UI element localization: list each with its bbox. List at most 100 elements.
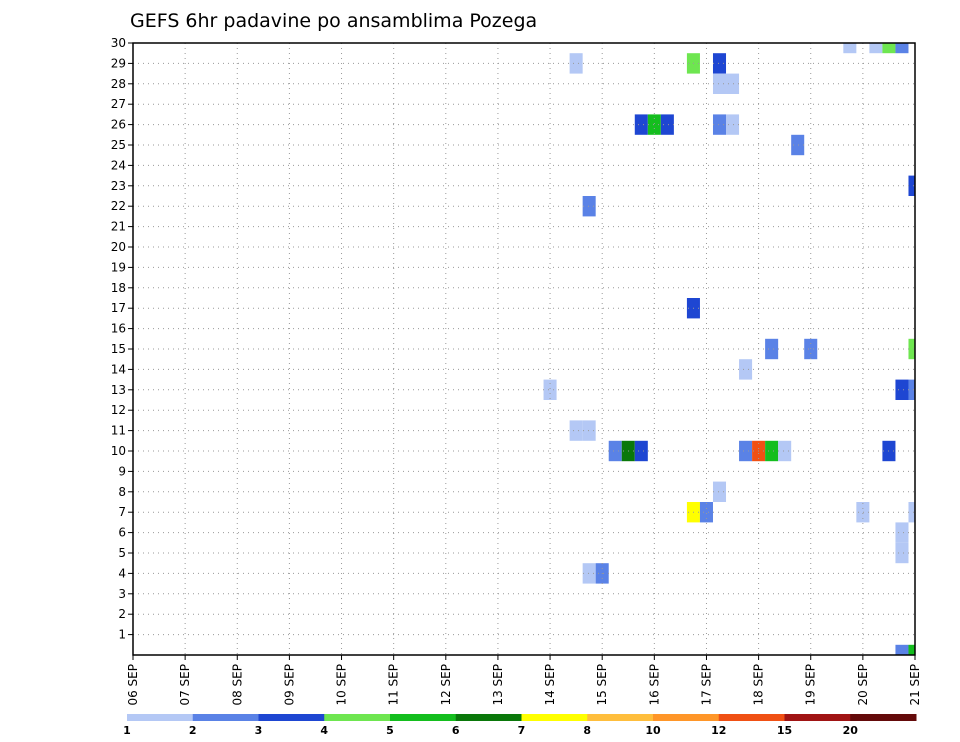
y-tick-label: 9 bbox=[118, 464, 126, 478]
data-cell bbox=[543, 379, 557, 400]
y-tick-label: 14 bbox=[111, 362, 126, 376]
data-cell bbox=[712, 53, 727, 74]
data-cell bbox=[739, 359, 753, 380]
colorbar-label: 7 bbox=[518, 724, 526, 737]
data-cell bbox=[856, 502, 870, 523]
colorbar-label: 15 bbox=[777, 724, 792, 737]
y-tick-label: 11 bbox=[111, 424, 126, 438]
y-tick-label: 19 bbox=[111, 260, 126, 274]
y-tick-label: 4 bbox=[118, 566, 126, 580]
data-cell bbox=[712, 73, 727, 94]
colorbar-label: 5 bbox=[386, 724, 394, 737]
data-cell bbox=[582, 420, 596, 441]
colorbar-label: 8 bbox=[583, 724, 591, 737]
data-cell bbox=[908, 644, 915, 655]
data-cell bbox=[647, 114, 661, 135]
colorbar-swatch bbox=[258, 714, 325, 721]
colorbar-label: 12 bbox=[711, 724, 726, 737]
y-tick-label: 26 bbox=[111, 118, 126, 132]
colorbar-label: 10 bbox=[645, 724, 661, 737]
y-tick-label: 23 bbox=[111, 179, 126, 193]
colorbar-swatch bbox=[455, 714, 522, 721]
data-cell bbox=[739, 440, 753, 462]
y-tick-label: 17 bbox=[111, 301, 126, 315]
colorbar-label: 20 bbox=[843, 724, 859, 737]
colorbar-swatch bbox=[521, 714, 588, 721]
x-tick-label: 07 SEP bbox=[178, 664, 192, 706]
data-cell bbox=[908, 175, 915, 196]
y-tick-label: 6 bbox=[118, 526, 126, 540]
y-tick-label: 13 bbox=[111, 383, 126, 397]
data-cell bbox=[582, 563, 596, 584]
y-tick-label: 21 bbox=[111, 220, 126, 234]
colorbar-label: 6 bbox=[452, 724, 460, 737]
x-tick-label: 06 SEP bbox=[126, 664, 140, 706]
colorbar-swatch bbox=[390, 714, 457, 721]
colorbar-swatch bbox=[587, 714, 654, 721]
colorbar-label: 4 bbox=[320, 724, 328, 737]
y-tick-label: 25 bbox=[111, 138, 126, 152]
colorbar-swatch bbox=[653, 714, 720, 721]
data-cell bbox=[634, 440, 648, 462]
x-tick-label: 12 SEP bbox=[439, 664, 453, 706]
data-cell bbox=[778, 440, 792, 462]
data-cell bbox=[569, 53, 583, 74]
data-cell bbox=[699, 502, 713, 523]
data-cell bbox=[791, 134, 805, 156]
colorbar: 1 2 3 4 5 6 7 8 10 12 15 20 bbox=[123, 714, 917, 737]
y-axis: 1234567891011121314151617181920212223242… bbox=[111, 36, 133, 642]
chart-title: GEFS 6hr padavine po ansamblima Pozega bbox=[130, 10, 537, 32]
y-tick-label: 3 bbox=[118, 587, 126, 601]
data-cell bbox=[895, 43, 909, 54]
data-cell bbox=[882, 43, 896, 54]
y-tick-label: 22 bbox=[111, 199, 126, 213]
data-cell bbox=[908, 338, 915, 360]
colorbar-swatch bbox=[324, 714, 391, 721]
x-tick-label: 15 SEP bbox=[595, 664, 609, 706]
x-tick-label: 18 SEP bbox=[752, 664, 766, 706]
colorbar-swatch bbox=[718, 714, 785, 721]
y-tick-label: 18 bbox=[111, 281, 126, 295]
x-tick-label: 13 SEP bbox=[491, 664, 505, 706]
y-tick-label: 2 bbox=[118, 607, 126, 621]
y-tick-label: 29 bbox=[111, 56, 126, 70]
y-tick-label: 5 bbox=[118, 546, 126, 560]
grid-lines bbox=[133, 43, 915, 655]
y-tick-label: 7 bbox=[118, 505, 126, 519]
data-cell bbox=[843, 43, 857, 54]
x-tick-label: 14 SEP bbox=[543, 664, 557, 706]
data-cell bbox=[582, 196, 596, 217]
y-tick-label: 1 bbox=[118, 628, 126, 642]
x-tick-label: 19 SEP bbox=[804, 664, 818, 706]
data-cell bbox=[895, 522, 909, 543]
y-tick-label: 28 bbox=[111, 77, 126, 91]
x-tick-label: 09 SEP bbox=[282, 664, 296, 706]
x-tick-label: 11 SEP bbox=[387, 664, 401, 706]
data-cell bbox=[765, 440, 779, 462]
y-tick-label: 30 bbox=[111, 36, 126, 50]
y-tick-label: 12 bbox=[111, 403, 126, 417]
data-cell bbox=[712, 481, 727, 502]
data-cell bbox=[908, 379, 915, 400]
data-cell bbox=[895, 379, 909, 400]
data-cell bbox=[726, 73, 740, 94]
data-cell bbox=[895, 644, 909, 655]
data-cell bbox=[765, 338, 779, 360]
data-cell bbox=[712, 114, 727, 135]
y-tick-label: 27 bbox=[111, 97, 126, 111]
data-cell bbox=[869, 43, 883, 54]
y-tick-label: 16 bbox=[111, 322, 126, 336]
colorbar-label: 1 bbox=[123, 724, 131, 737]
data-cell bbox=[569, 420, 583, 441]
x-tick-label: 21 SEP bbox=[908, 664, 922, 706]
colorbar-label: 3 bbox=[255, 724, 263, 737]
data-cell bbox=[726, 114, 740, 135]
x-tick-label: 16 SEP bbox=[647, 664, 661, 706]
colorbar-label: 2 bbox=[189, 724, 197, 737]
x-tick-label: 20 SEP bbox=[856, 664, 870, 706]
data-cell bbox=[908, 502, 915, 523]
y-tick-label: 15 bbox=[111, 342, 126, 356]
data-cell bbox=[660, 114, 674, 135]
colorbar-swatch bbox=[127, 714, 194, 721]
